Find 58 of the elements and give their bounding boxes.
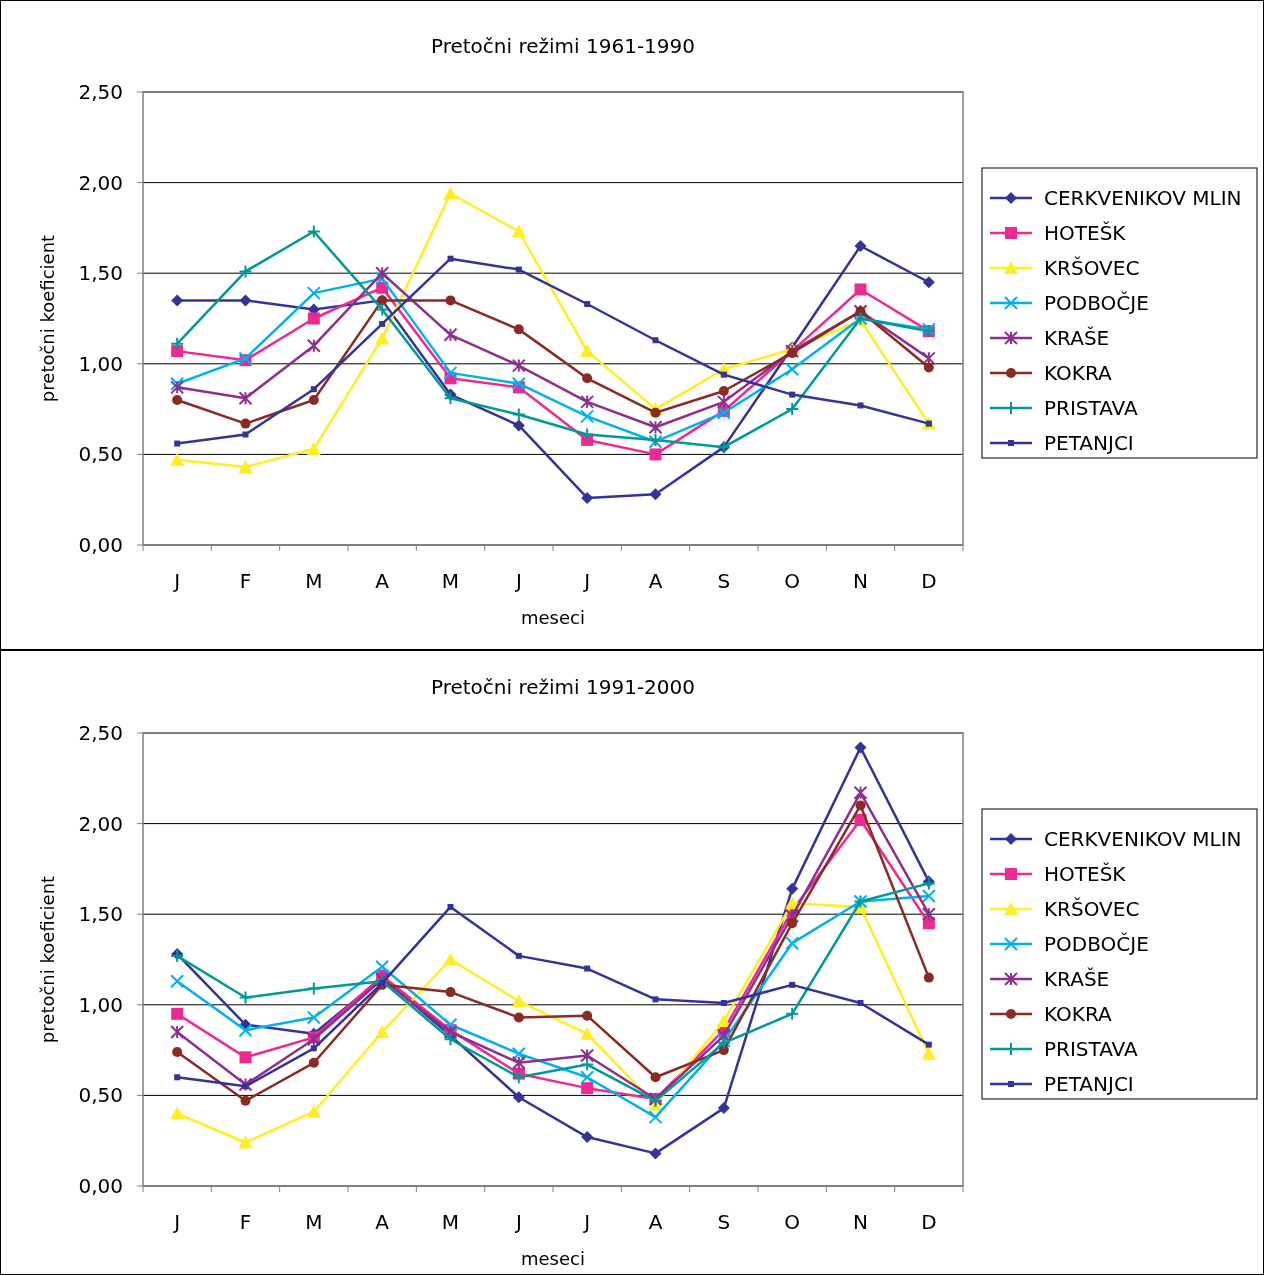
y-tick-label: 0,50 xyxy=(78,1083,123,1108)
x-tick-label: M xyxy=(305,1210,323,1234)
y-tick-label: 2,00 xyxy=(78,170,123,195)
x-tick-label: D xyxy=(921,1210,937,1234)
x-tick-label: D xyxy=(921,569,937,593)
y-tick-label: 1,50 xyxy=(78,261,123,286)
x-tick-label: S xyxy=(717,1210,731,1234)
legend-label: PETANJCI xyxy=(1044,431,1134,455)
y-tick-label: 1,00 xyxy=(78,351,123,376)
legend-label: PODBOČJE xyxy=(1044,932,1149,956)
legend-label: PETANJCI xyxy=(1044,1072,1134,1096)
x-tick-label: A xyxy=(375,569,390,593)
x-axis-title: meseci xyxy=(521,1248,585,1269)
legend-label: PRISTAVA xyxy=(1044,396,1139,420)
legend-label: HOTEŠK xyxy=(1044,862,1127,886)
y-axis-title: pretočni koeficient xyxy=(37,234,58,403)
legend-label: CERKVENIKOV MLIN xyxy=(1044,827,1242,851)
x-tick-label: F xyxy=(239,1210,252,1234)
y-tick-label: 0,00 xyxy=(78,1174,123,1198)
legend-label: KOKRA xyxy=(1044,1002,1112,1026)
x-tick-label: A xyxy=(648,569,663,593)
x-tick-label: S xyxy=(717,569,731,593)
x-axis-title: meseci xyxy=(521,607,585,628)
x-tick-label: J xyxy=(582,1210,591,1234)
legend-label: HOTEŠK xyxy=(1044,221,1127,245)
legend-label: KRŠOVEC xyxy=(1044,256,1140,280)
y-tick-label: 2,50 xyxy=(78,721,123,745)
legend-label: CERKVENIKOV MLIN xyxy=(1044,186,1242,210)
chart-title: Pretočni režimi 1991-2000 xyxy=(430,675,696,699)
x-tick-label: M xyxy=(441,1210,460,1234)
x-tick-label: N xyxy=(853,1210,868,1234)
x-tick-label: M xyxy=(305,569,323,593)
x-tick-label: N xyxy=(853,569,868,593)
x-tick-label: M xyxy=(441,569,460,593)
y-tick-label: 2,00 xyxy=(78,811,123,836)
legend-label: KOKRA xyxy=(1044,361,1112,385)
chart-title: Pretočni režimi 1961-1990 xyxy=(430,34,696,58)
y-tick-label: 1,50 xyxy=(78,902,123,927)
y-tick-label: 0,50 xyxy=(78,442,123,467)
y-tick-label: 2,50 xyxy=(78,80,123,104)
x-tick-label: A xyxy=(648,1210,663,1234)
y-axis-title: pretočni koeficient xyxy=(37,875,58,1044)
legend-label: KRAŠE xyxy=(1044,967,1110,991)
legend-label: PRISTAVA xyxy=(1044,1037,1139,1061)
x-tick-label: J xyxy=(172,569,181,593)
x-tick-label: O xyxy=(784,1210,801,1234)
y-tick-label: 0,00 xyxy=(78,533,123,557)
legend-label: KRŠOVEC xyxy=(1044,897,1140,921)
x-tick-label: O xyxy=(784,569,801,593)
x-tick-label: F xyxy=(239,569,252,593)
legend-label: PODBOČJE xyxy=(1044,291,1149,315)
x-tick-label: J xyxy=(172,1210,181,1234)
legend-label: KRAŠE xyxy=(1044,326,1110,350)
y-tick-label: 1,00 xyxy=(78,992,123,1017)
x-tick-label: J xyxy=(513,1210,522,1234)
x-tick-label: J xyxy=(513,569,522,593)
x-tick-label: A xyxy=(375,1210,390,1234)
x-tick-label: J xyxy=(582,569,591,593)
